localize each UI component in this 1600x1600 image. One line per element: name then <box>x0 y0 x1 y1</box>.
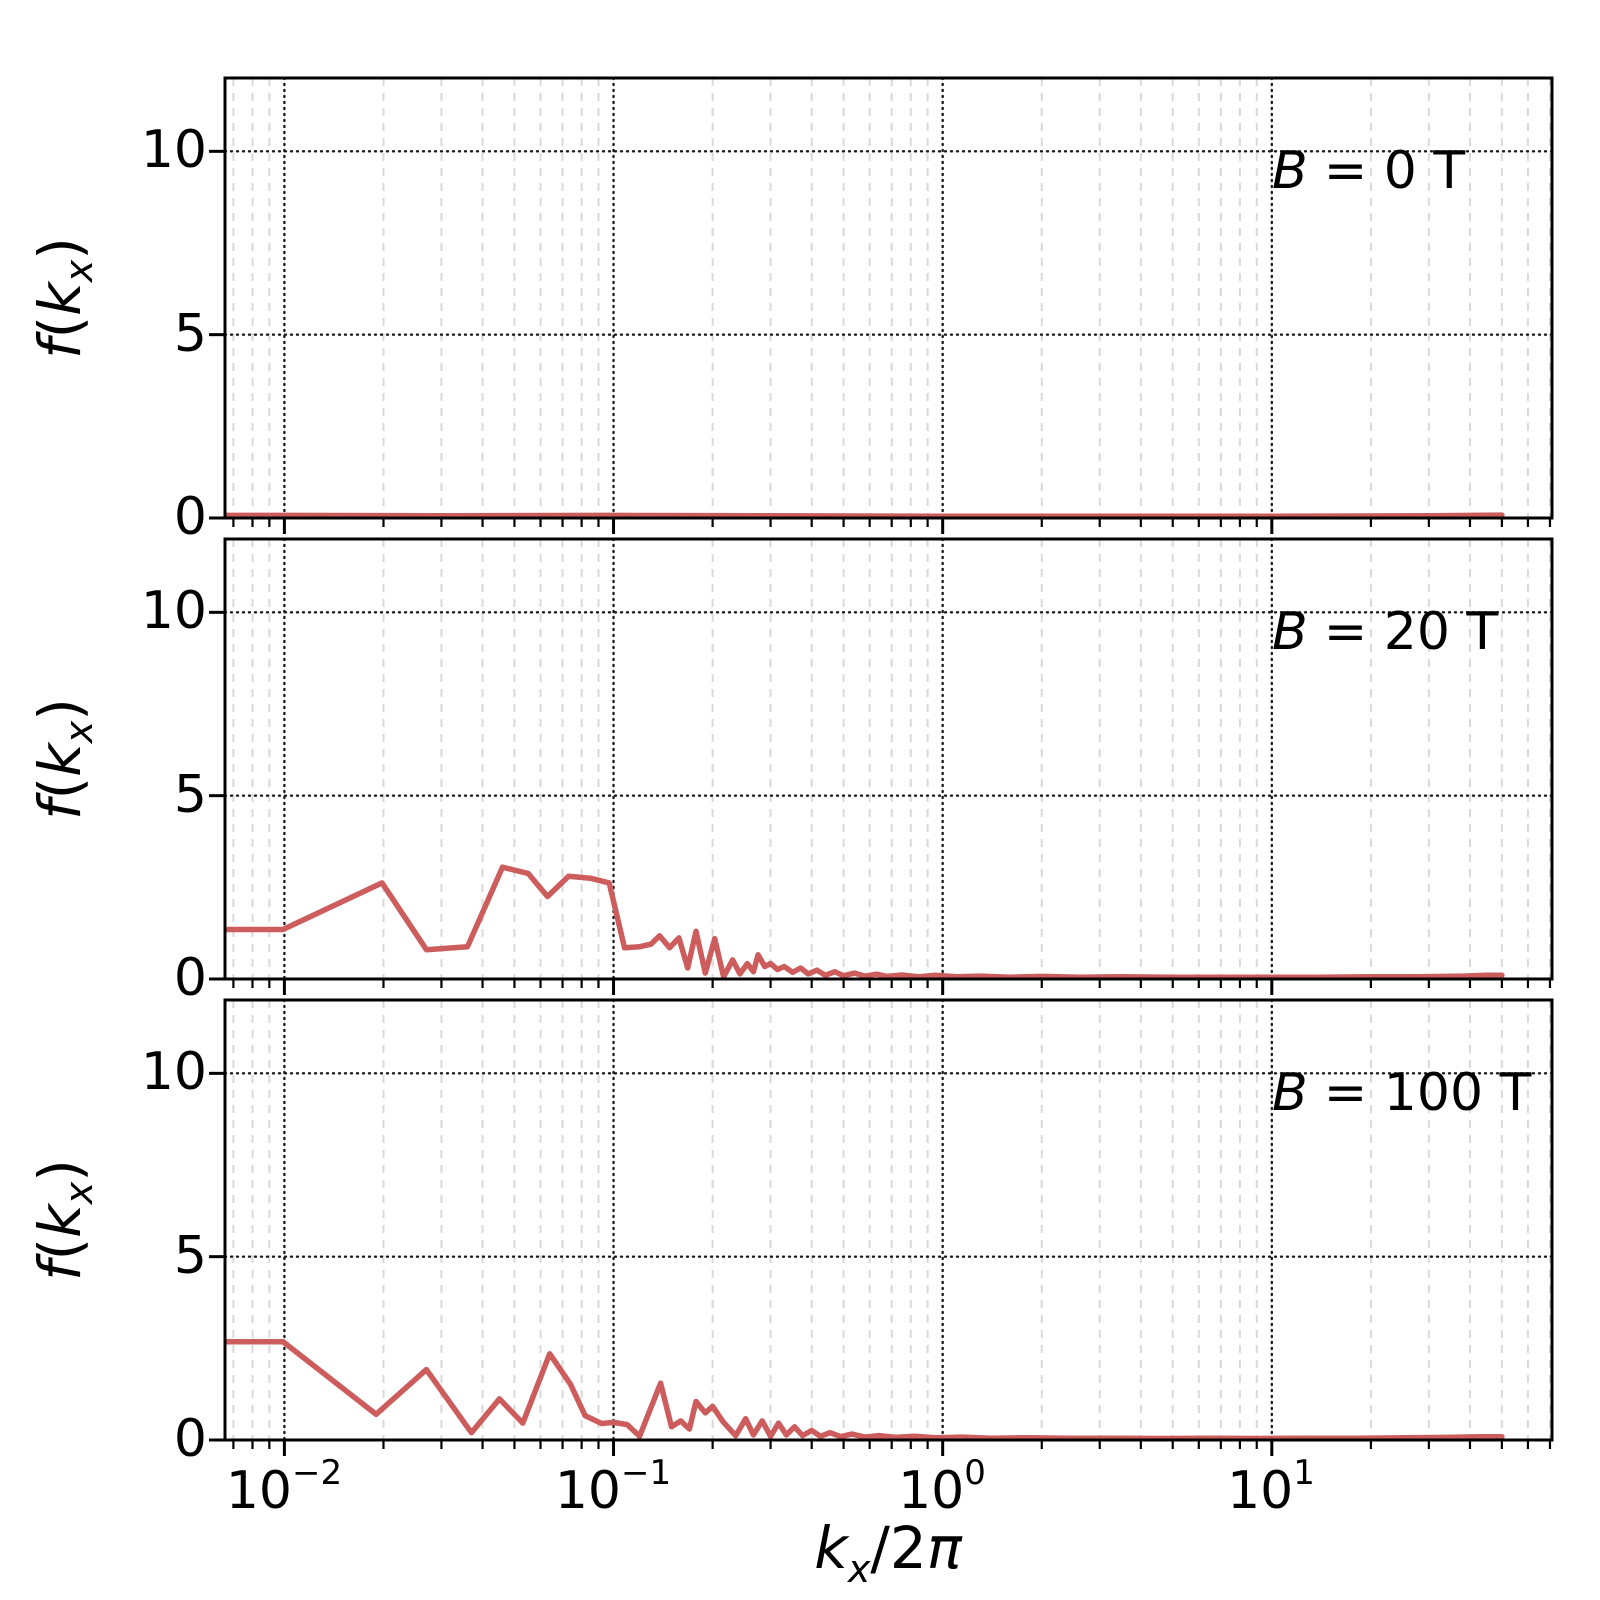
panel-spines <box>223 76 1554 520</box>
panel-label-b100: B = 100 T <box>1272 1063 1532 1123</box>
x-tick-label: 101 <box>1227 1453 1315 1521</box>
spectrum-curve-2 <box>225 1338 1505 1440</box>
y-tick-label: 0 <box>174 1409 207 1469</box>
y-tick-label: 10 <box>141 1042 207 1102</box>
spectrum-curve-0 <box>225 512 1505 518</box>
panel-label-b20: B = 20 T <box>1272 602 1498 662</box>
axes-layer <box>209 76 1554 1456</box>
y-tick-label: 5 <box>174 1226 207 1286</box>
curves-layer <box>225 512 1505 1440</box>
y-tick-label: 0 <box>174 487 207 547</box>
panel-spines <box>223 537 1554 981</box>
y-axis-label: f(kx) <box>26 237 101 359</box>
y-tick-label: 0 <box>174 948 207 1008</box>
x-axis-label: kx/2π <box>814 1514 963 1591</box>
y-tick-label: 10 <box>141 581 207 641</box>
y-tick-label: 5 <box>174 304 207 364</box>
spectrum-curve-1 <box>225 864 1505 979</box>
y-axis-label: f(kx) <box>26 698 101 820</box>
panel-spines <box>223 998 1554 1442</box>
y-tick-label: 5 <box>174 765 207 825</box>
y-tick-label: 10 <box>141 120 207 180</box>
panel-label-b0: B = 0 T <box>1272 141 1465 201</box>
x-tick-label: 10−2 <box>226 1453 342 1521</box>
y-axis-label: f(kx) <box>26 1159 101 1281</box>
x-tick-label: 10−1 <box>555 1453 671 1521</box>
x-tick-label: 100 <box>898 1453 986 1521</box>
grid-layer <box>223 76 1554 1442</box>
